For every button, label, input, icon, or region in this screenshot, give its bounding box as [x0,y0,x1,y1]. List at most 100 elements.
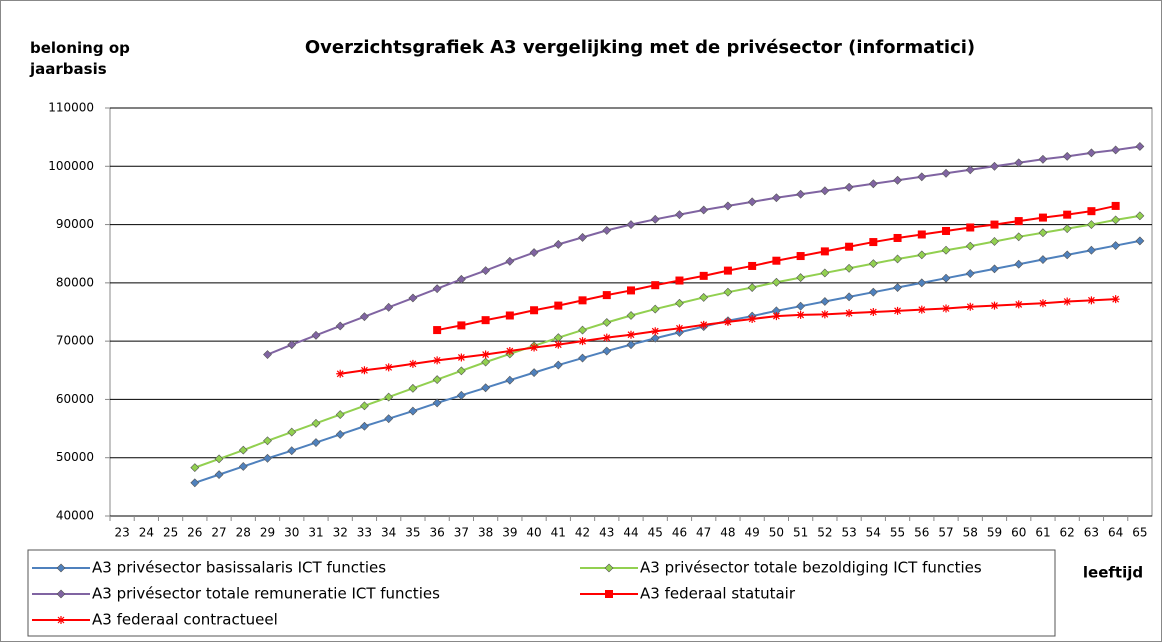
x-tick-label: 32 [333,526,348,540]
data-point [723,201,733,211]
data-point [384,414,394,424]
data-point [893,233,902,242]
data-point [965,165,975,175]
data-point [384,302,394,312]
data-point [747,197,757,207]
data-point [844,292,854,302]
data-point [893,175,902,185]
x-tick-label: 42 [575,526,590,540]
data-point [432,398,442,408]
y-tick-label: 90000 [56,217,94,231]
data-point [481,357,491,367]
data-point [820,247,829,256]
data-point [1086,220,1096,229]
data-point [553,360,563,370]
x-tick-label: 41 [551,526,566,540]
data-point [530,343,539,352]
x-tick-label: 36 [429,526,444,540]
data-point [578,296,587,305]
data-point [214,454,224,464]
legend-marker [605,590,613,598]
data-point [1038,228,1048,238]
data-point [505,256,515,266]
x-tick-label: 25 [163,526,178,540]
y-tick-label: 80000 [56,275,94,289]
data-point [869,238,878,247]
data-point [602,291,611,300]
data-point [869,308,878,316]
data-point [1111,145,1121,155]
data-point [311,418,321,428]
data-point [772,256,781,265]
x-tick-label: 59 [987,526,1002,540]
data-point [796,189,806,199]
data-point [1014,300,1023,309]
data-point [820,310,829,319]
x-tick-label: 57 [938,526,953,540]
data-point [1135,142,1145,151]
x-tick-label: 56 [914,526,929,540]
data-point [360,312,369,322]
x-tick-label: 45 [648,526,663,540]
data-point [602,346,612,356]
data-point [287,446,297,456]
data-point [844,263,854,273]
data-point [820,186,830,196]
x-tick-label: 64 [1108,526,1123,540]
data-point [602,225,612,235]
data-point [1111,295,1120,304]
data-point [626,220,636,229]
data-point [481,383,491,393]
data-point [1087,296,1096,305]
x-tick-label: 44 [623,526,638,540]
data-point [627,286,635,295]
chart-title: Overzichtsgrafiek A3 vergelijking met de… [305,37,975,58]
legend-marker [56,563,66,573]
data-point [505,375,515,385]
x-tick-label: 33 [357,526,372,540]
data-point [990,220,999,229]
data-point [1014,259,1024,269]
data-point [627,330,635,339]
x-tick-label: 62 [1060,526,1075,540]
data-point [699,271,708,280]
legend-marker [57,616,65,624]
data-point [554,301,563,310]
data-point [1063,297,1072,306]
data-point [384,392,394,402]
data-point [578,337,587,346]
data-point [456,274,466,284]
data-point [650,214,660,224]
data-point [941,273,951,283]
legend-label: A3 privésector basissalaris ICT functies [92,559,386,577]
data-point [941,245,951,255]
data-point [432,284,442,294]
data-point [650,304,660,314]
data-point [505,311,514,320]
x-tick-label: 55 [890,526,905,540]
data-point [408,383,418,393]
data-point [238,445,248,455]
y-tick-label: 50000 [56,450,94,464]
data-point [553,239,563,249]
data-point [433,356,442,365]
data-point [796,273,806,283]
data-point [723,266,732,275]
data-point [1038,299,1047,308]
data-point [335,410,345,420]
x-tick-label: 61 [1035,526,1050,540]
data-point [1038,255,1048,264]
data-point [893,283,902,292]
data-point [311,438,321,447]
data-point [457,353,466,362]
data-point [505,347,514,356]
x-tick-label: 52 [817,526,832,540]
data-point [1086,245,1096,255]
data-point [796,310,805,319]
data-point [675,210,684,220]
x-tick-label: 47 [696,526,711,540]
data-point [699,205,709,215]
x-tick-label: 31 [308,526,323,540]
data-point [868,259,878,269]
